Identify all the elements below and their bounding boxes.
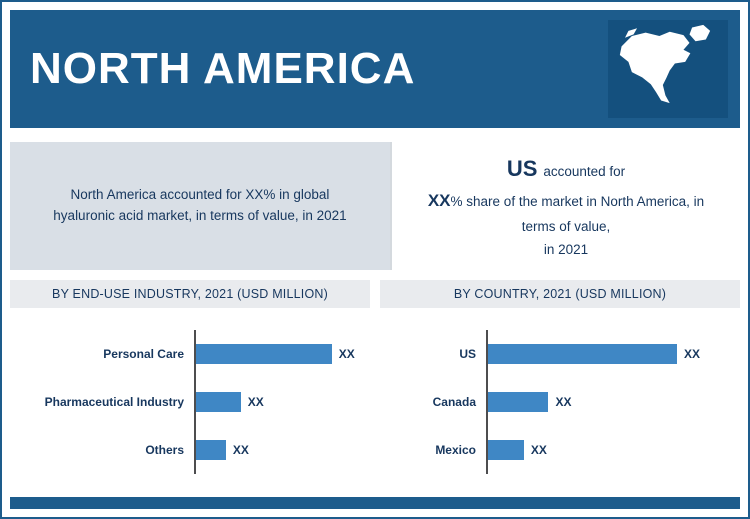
summary-left-box: North America accounted for XX% in globa… — [10, 142, 390, 270]
chart-row: Pharmaceutical Industry XX — [10, 378, 370, 426]
summary-row: North America accounted for XX% in globa… — [10, 142, 740, 270]
section-header-row: BY END-USE INDUSTRY, 2021 (USD MILLION) … — [10, 280, 740, 308]
bar-area: XX — [194, 330, 370, 378]
header-band: NORTH AMERICA — [10, 10, 740, 128]
country-highlight: US — [506, 155, 538, 181]
bar-value-label: XX — [530, 443, 547, 457]
bar-area: XX — [486, 378, 740, 426]
chart-bar — [488, 392, 549, 412]
chart-row: Personal Care XX — [10, 330, 370, 378]
chart-bar — [196, 344, 332, 364]
chart-end-use-industry: Personal Care XX Pharmaceutical Industry… — [10, 326, 370, 497]
bar-value-label: XX — [555, 395, 572, 409]
chart-bar — [196, 392, 241, 412]
bar-value-label: XX — [684, 347, 701, 361]
footer-band — [10, 497, 740, 509]
bar-value-label: XX — [338, 347, 355, 361]
page-title: NORTH AMERICA — [30, 44, 416, 93]
bar-area: XX — [486, 330, 740, 378]
section-header-country: BY COUNTRY, 2021 (USD MILLION) — [380, 280, 740, 308]
chart-row: US XX — [380, 330, 740, 378]
summary-right-line2: XX% share of the market in North America… — [410, 187, 722, 239]
category-label: Mexico — [435, 443, 476, 457]
summary-right-line1-text: accounted for — [543, 163, 626, 179]
north-america-map-icon — [615, 24, 721, 115]
category-label: Canada — [432, 395, 476, 409]
chart-row: Mexico XX — [380, 426, 740, 474]
bar-value-label: XX — [247, 395, 264, 409]
bar-area: XX — [486, 426, 740, 474]
category-label: Pharmaceutical Industry — [44, 395, 184, 409]
chart-row: Canada XX — [380, 378, 740, 426]
value-highlight: XX — [427, 191, 451, 211]
summary-right-box: US accounted for XX% share of the market … — [390, 142, 740, 270]
chart-bar — [488, 344, 677, 364]
chart-bar — [488, 440, 524, 460]
summary-right-line2-text: % share of the market in North America, … — [450, 194, 705, 235]
chart-row: Others XX — [10, 426, 370, 474]
chart-bar — [196, 440, 226, 460]
section-header-end-use: BY END-USE INDUSTRY, 2021 (USD MILLION) — [10, 280, 370, 308]
bar-value-label: XX — [232, 443, 249, 457]
category-label: Personal Care — [103, 347, 184, 361]
chart-by-country: US XX Canada XX Mexico XX — [380, 326, 740, 497]
bar-area: XX — [194, 378, 370, 426]
bar-area: XX — [194, 426, 370, 474]
summary-right-line3: in 2021 — [543, 242, 589, 258]
map-panel — [608, 20, 728, 118]
category-label: US — [459, 347, 476, 361]
summary-left-text: North America accounted for XX% in globa… — [53, 187, 347, 223]
charts-row: Personal Care XX Pharmaceutical Industry… — [10, 326, 740, 497]
category-label: Others — [145, 443, 184, 457]
summary-right-line1: US accounted for — [507, 150, 625, 187]
